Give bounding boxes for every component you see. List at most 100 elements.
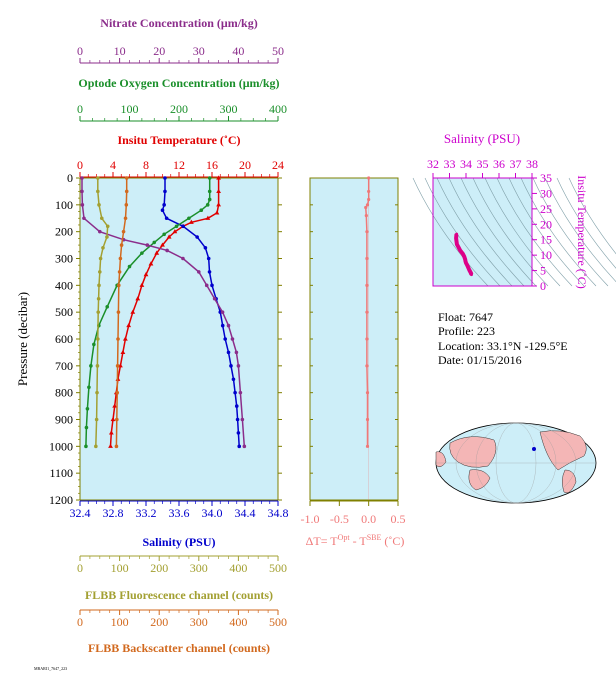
pressure-tick-label: 1100: [49, 466, 73, 480]
info-float: Float: 7647: [438, 310, 493, 324]
fluorescence-axis-tick-label: 0: [77, 561, 83, 575]
salinity-point: [235, 417, 240, 422]
temperature-point: [154, 250, 160, 255]
oxygen-series: [84, 176, 212, 449]
delta-t-axis: -1.0 -0.5 0.0 0.5: [301, 177, 406, 526]
pressure-tick-label: 900: [55, 413, 73, 427]
backscatter-point: [117, 270, 122, 274]
salinity-axis-tick-label: 34.0: [202, 506, 223, 520]
temperature-axis-tick-label: 20: [239, 158, 251, 172]
salinity-point: [231, 377, 236, 382]
ts-contour-line: [436, 177, 513, 287]
map-graticule: [436, 422, 596, 504]
oxygen-point: [187, 216, 191, 221]
bottom-axes: 32.4 32.8 33.2 33.6 34.0 34.4 34.8 Salinity (PS…: [70, 500, 289, 655]
fluorescence-point: [96, 337, 100, 341]
footer-code: MBARI1_7647_223: [34, 666, 67, 671]
pressure-tick-label: 300: [55, 252, 73, 266]
salinity-point: [229, 364, 233, 368]
backscatter-point: [115, 417, 119, 422]
oxygen-point: [199, 208, 204, 212]
nitrate-point: [165, 248, 169, 253]
temperature-point: [120, 349, 126, 355]
temperature-point: [139, 282, 145, 287]
oxygen-point: [152, 240, 157, 245]
map-land-shape: [562, 469, 577, 494]
fluorescence-point: [96, 296, 101, 301]
ts-contour-line: [520, 177, 597, 287]
nitrate-axis-tick-label: 10: [114, 44, 126, 58]
delta-t-point: [365, 444, 370, 448]
ts-series: [454, 232, 474, 277]
backscatter-point: [123, 216, 128, 221]
oxygen-point: [105, 305, 110, 309]
delta-t-point: [365, 364, 369, 368]
nitrate-point: [242, 444, 247, 449]
float-location-marker: [532, 447, 536, 451]
ts-point: [462, 255, 466, 259]
nitrate-point: [240, 417, 245, 422]
oxygen-axis-tick-label: 300: [220, 102, 238, 116]
ts-contour-line: [472, 177, 549, 287]
fluorescence-point: [101, 245, 105, 250]
ts-contour-line: [532, 177, 609, 287]
fluorescence-axis-label: FLBB Fluorescence channel (counts): [85, 588, 273, 602]
salinity-axis-tick-label: 34.8: [268, 506, 289, 520]
location-map: [435, 422, 597, 504]
salinity-point: [226, 350, 231, 355]
delta-t-point: [365, 310, 369, 314]
delta-t-point: [365, 283, 369, 287]
backscatter-point: [124, 203, 129, 207]
temperature-point: [122, 336, 128, 341]
salinity-point: [234, 404, 239, 408]
ts-ytick-label: 15: [540, 233, 552, 247]
oxygen-point: [205, 203, 210, 207]
main-series: [80, 175, 247, 449]
backscatter-series: [114, 176, 129, 449]
salinity-point: [210, 283, 214, 288]
oxygen-point: [174, 224, 179, 229]
nitrate-point: [204, 283, 209, 288]
pressure-axis-label: Pressure (decibar): [15, 292, 30, 386]
temperature-axis-tick-label: 16: [206, 158, 218, 172]
backscatter-axis: 0 100 200 300 400 500: [77, 609, 287, 629]
temperature-point: [126, 322, 132, 328]
temperature-axis-tick-label: 12: [173, 158, 185, 172]
salinity-point: [223, 337, 227, 341]
nitrate-axis-label: Nitrate Concentration (μm/kg): [100, 16, 257, 30]
temperature-point: [216, 175, 221, 180]
salinity-point: [220, 323, 225, 328]
delta-t-point: [364, 213, 368, 218]
salinity-point: [195, 235, 199, 239]
fluorescence-axis-tick-label: 100: [111, 561, 129, 575]
nitrate-point: [226, 323, 231, 328]
salinity-point: [162, 203, 166, 207]
nitrate-point: [230, 337, 235, 341]
oxygen-axis-label: Optode Oxygen Concentration (μm/kg): [78, 76, 279, 90]
nitrate-axis-tick-label: 20: [153, 44, 165, 58]
fluorescence-point: [96, 310, 101, 314]
delta-t-label-mid: - T: [350, 534, 368, 548]
temperature-point: [216, 202, 221, 207]
fluorescence-point: [96, 189, 100, 194]
pressure-tick-label: 400: [55, 278, 73, 292]
salinity-axis-tick-label: 32.4: [70, 506, 91, 520]
map-land-shape: [449, 436, 497, 468]
temperature-axis-label: Insitu Temperature (˚C): [117, 133, 240, 147]
fluorescence-axis-tick-label: 500: [269, 561, 287, 575]
ts-contour-line: [496, 177, 573, 287]
nitrate-point: [80, 176, 84, 180]
temperature-axis-tick-label: 0: [77, 158, 83, 172]
nitrate-point: [82, 216, 86, 221]
ts-point: [466, 264, 470, 268]
ts-point: [454, 233, 458, 237]
oxygen-point: [84, 444, 88, 449]
fluorescence-point: [99, 216, 104, 221]
backscatter-axis-tick-label: 500: [269, 615, 287, 629]
ts-point: [457, 245, 461, 249]
pressure-axis: 0 100 200 300 400 500 600 700 800 900 1000 1100 1200: [49, 171, 282, 507]
ts-ytick-label: 5: [540, 264, 546, 278]
nitrate-point: [145, 243, 150, 247]
fluorescence-point: [95, 364, 100, 368]
temperature-point: [130, 309, 136, 314]
